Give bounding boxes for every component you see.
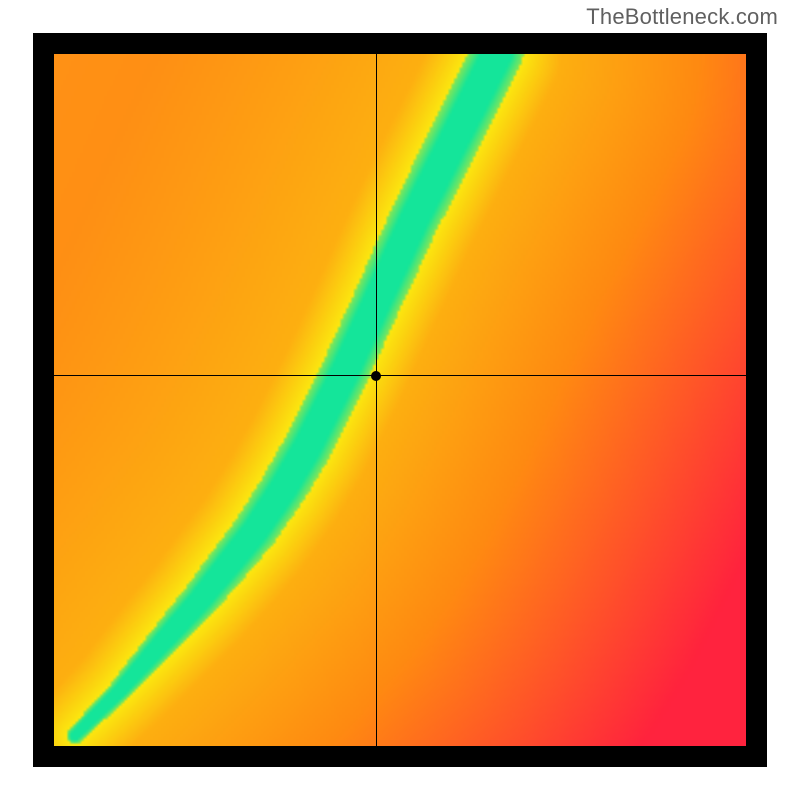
frame-top [33, 33, 767, 54]
watermark-text: TheBottleneck.com [586, 4, 778, 30]
bottleneck-heatmap [54, 54, 746, 746]
frame-left [33, 33, 54, 767]
frame-right [746, 33, 767, 767]
frame-bottom [33, 746, 767, 767]
chart-container: TheBottleneck.com [0, 0, 800, 800]
crosshair-vertical [376, 54, 377, 746]
crosshair-horizontal [54, 375, 746, 376]
